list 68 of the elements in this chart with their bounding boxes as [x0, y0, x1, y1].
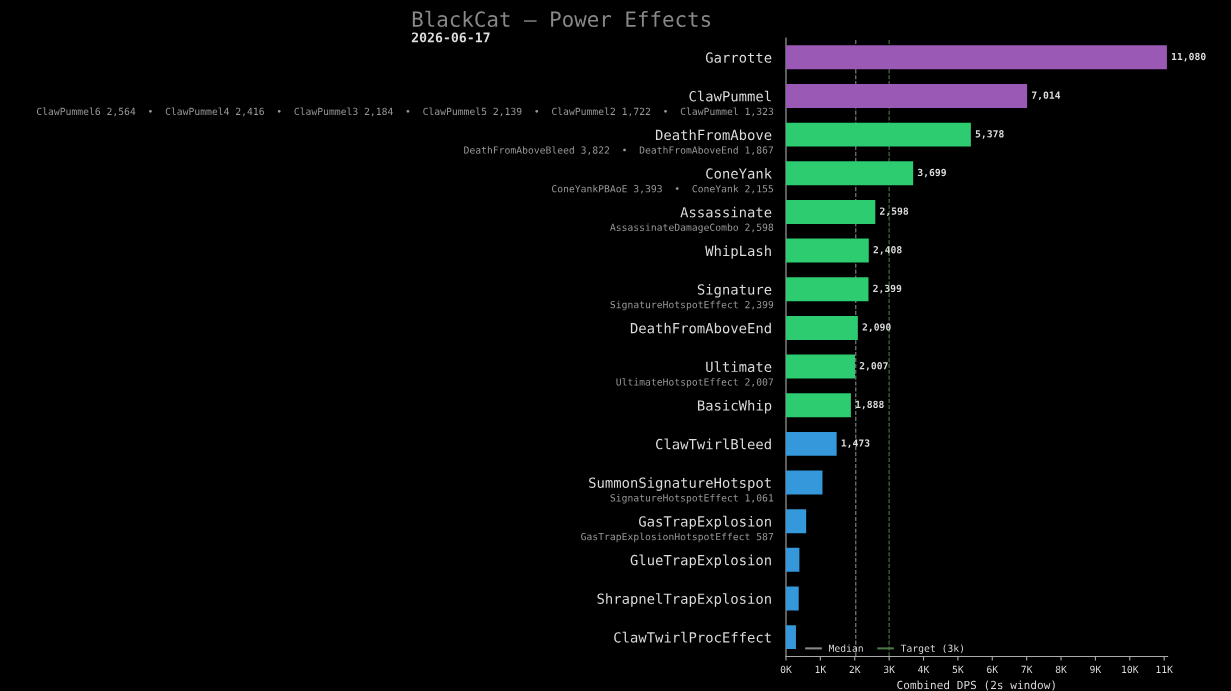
x-tick-label: 6K: [987, 665, 999, 674]
text: SignatureHotspotEffect 1,061: [610, 494, 774, 504]
bar: [785, 238, 869, 263]
x-tick-label: 4K: [918, 665, 930, 673]
x-tick-label: 5K: [952, 665, 964, 674]
x-tick-label: 10K: [1122, 665, 1139, 674]
x-tick-label: 9K: [1090, 665, 1102, 674]
bar: [785, 509, 807, 534]
bar: [785, 393, 851, 418]
bar: [785, 84, 1028, 108]
bar: [785, 547, 800, 572]
x-tick-label: 11K: [1156, 665, 1173, 673]
data-label: 1,888: [855, 400, 884, 410]
y-tick-label: Signature: [697, 283, 772, 298]
text: SignatureHotspotEffect 2,399: [610, 300, 774, 311]
x-axis-title: Combined DPS (2s window): [897, 680, 1055, 691]
y-tick-label: GlueTrapExplosion: [630, 554, 771, 569]
bar: [785, 354, 855, 379]
data-label: 5,378: [975, 130, 1004, 139]
x-tick-label: 0K: [780, 665, 792, 674]
bar: [785, 470, 823, 495]
text: AssassinateDamageCombo 2,598: [610, 223, 774, 233]
y-tick-label: ShrapnelTrapExplosion: [597, 593, 771, 607]
y-tick-label: SummonSignatureHotspot: [589, 477, 771, 491]
text: 2026-06-17: [411, 32, 490, 43]
bar: [785, 122, 971, 147]
data-label: 2,007: [859, 362, 888, 371]
bar: [785, 161, 914, 186]
bar: [785, 199, 876, 224]
text: ClawPummel6 2,564 • ClawPummel4 2,416 • ClawPummel3 2,184 • ClawPummel5 2,139 • ClawPummel2 1,722 • ClawPummel 1,323: [36, 107, 774, 117]
y-tick-label: ClawTwirlProcEffect: [614, 631, 771, 643]
bar: [785, 431, 837, 456]
text: ConeYankPBAoE 3,393 • ConeYank 2,155: [552, 184, 774, 194]
y-tick-label: ConeYank: [706, 168, 772, 179]
text: GasTrapExplosionHotspotEffect 587: [581, 532, 774, 543]
data-label: 1,473: [841, 439, 870, 448]
text: DeathFromAboveBleed 3,822 • DeathFromAboveEnd 1,867: [464, 146, 774, 155]
ref-line-label: Median: [828, 644, 863, 652]
bar: [785, 315, 858, 340]
y-tick-label: ClawTwirlBleed: [655, 438, 771, 450]
bar: [785, 45, 1167, 70]
data-label: 7,014: [1031, 91, 1061, 101]
data-label: 2,399: [873, 284, 902, 294]
ref-line-label: Target (3k): [900, 644, 963, 654]
y-tick-label: Assassinate: [680, 206, 772, 218]
bar: [785, 625, 796, 650]
y-tick-label: Garrotte: [705, 52, 772, 63]
data-label: 2,408: [873, 246, 902, 255]
x-tick-label: 1K: [815, 665, 827, 673]
x-tick-label: 8K: [1055, 665, 1067, 674]
data-label: 11,080: [1171, 52, 1206, 62]
data-label: 2,598: [880, 207, 909, 216]
x-tick-label: 3K: [883, 665, 895, 674]
bar: [785, 277, 869, 302]
data-label: 3,699: [917, 168, 946, 178]
y-tick-label: WhipLash: [705, 245, 771, 259]
y-tick-label: DeathFromAbove: [655, 129, 772, 141]
x-tick-label: 7K: [1021, 665, 1033, 673]
data-label: 2,090: [862, 323, 891, 332]
y-tick-label: BasicWhip: [697, 399, 772, 414]
text: BlackCat — Power Effects: [412, 10, 711, 28]
y-tick-label: ClawPummel: [689, 90, 771, 102]
bar: [785, 586, 799, 611]
text: UltimateHotspotEffect 2,007: [616, 378, 774, 388]
y-tick-label: DeathFromAboveEnd: [630, 322, 771, 334]
y-tick-label: Ultimate: [706, 361, 772, 373]
y-tick-label: GasTrapExplosion: [639, 515, 771, 530]
x-tick-label: 2K: [849, 665, 861, 673]
